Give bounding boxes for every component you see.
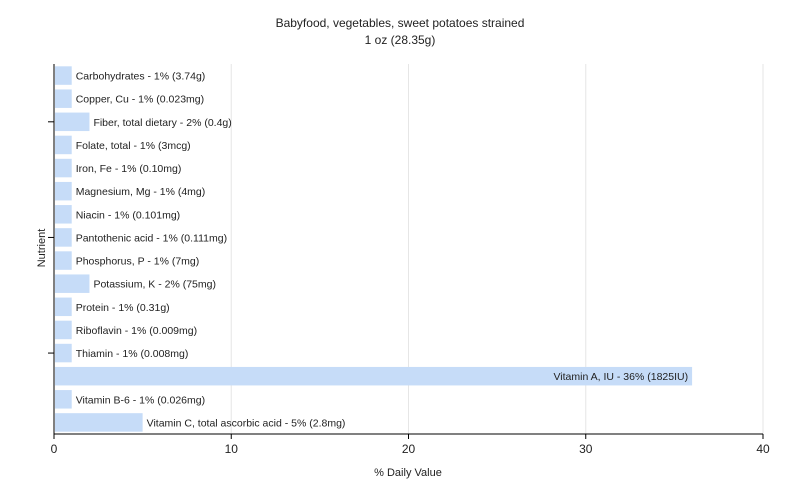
bar-label: Pantothenic acid - 1% (0.111mg): [76, 232, 227, 244]
bar: [55, 274, 90, 293]
x-tick-labels: 0 10 20 30 40: [51, 442, 770, 456]
bar-label: Thiamin - 1% (0.008mg): [76, 348, 189, 360]
bar: [55, 251, 72, 270]
bar: [55, 181, 72, 201]
bar: [55, 320, 72, 340]
bar-label: Folate, total - 1% (3mcg): [76, 140, 191, 152]
bar-label: Riboflavin - 1% (0.009mg): [76, 325, 197, 337]
y-axis-title: Nutrient: [36, 229, 48, 268]
bar-label: Potassium, K - 2% (75mg): [93, 279, 216, 291]
bar: [55, 413, 143, 432]
bar-label: Niacin - 1% (0.101mg): [76, 209, 180, 221]
bar: [55, 135, 72, 155]
bar: [55, 66, 72, 85]
bar-label: Vitamin B-6 - 1% (0.026mg): [76, 394, 205, 406]
bar-label: Vitamin C, total ascorbic acid - 5% (2.8…: [147, 417, 346, 429]
bar: [55, 297, 72, 317]
bar-label: Fiber, total dietary - 2% (0.4g): [93, 117, 231, 129]
bar-label: Protein - 1% (0.31g): [76, 302, 170, 314]
bar: [55, 158, 72, 178]
bar: [55, 343, 72, 363]
bar-label: Phosphorus, P - 1% (7mg): [76, 256, 200, 268]
chart-title: Babyfood, vegetables, sweet potatoes str…: [276, 16, 525, 30]
bar-label: Carbohydrates - 1% (3.74g): [76, 71, 206, 83]
x-axis-title: % Daily Value: [374, 467, 442, 479]
bar-label: Vitamin A, IU - 36% (1825IU): [553, 371, 688, 383]
chart-subtitle: 1 oz (28.35g): [365, 33, 436, 47]
bar: [55, 89, 72, 108]
bar-label: Magnesium, Mg - 1% (4mg): [76, 186, 206, 198]
x-tick-label: 40: [756, 442, 770, 456]
x-tick-label: 30: [579, 442, 593, 456]
bars: [55, 66, 693, 432]
bar-labels: Carbohydrates - 1% (3.74g) Copper, Cu - 1…: [76, 71, 688, 430]
bar-label: Copper, Cu - 1% (0.023mg): [76, 94, 204, 106]
bar: [55, 112, 90, 132]
x-tick-label: 10: [225, 442, 239, 456]
bar: [55, 366, 693, 386]
x-tick-label: 0: [51, 442, 58, 456]
bar: [55, 205, 72, 224]
x-tick-label: 20: [402, 442, 416, 456]
bar-label: Iron, Fe - 1% (0.10mg): [76, 163, 182, 175]
bar: [55, 228, 72, 247]
axes: [48, 64, 764, 439]
bar: [55, 390, 72, 409]
